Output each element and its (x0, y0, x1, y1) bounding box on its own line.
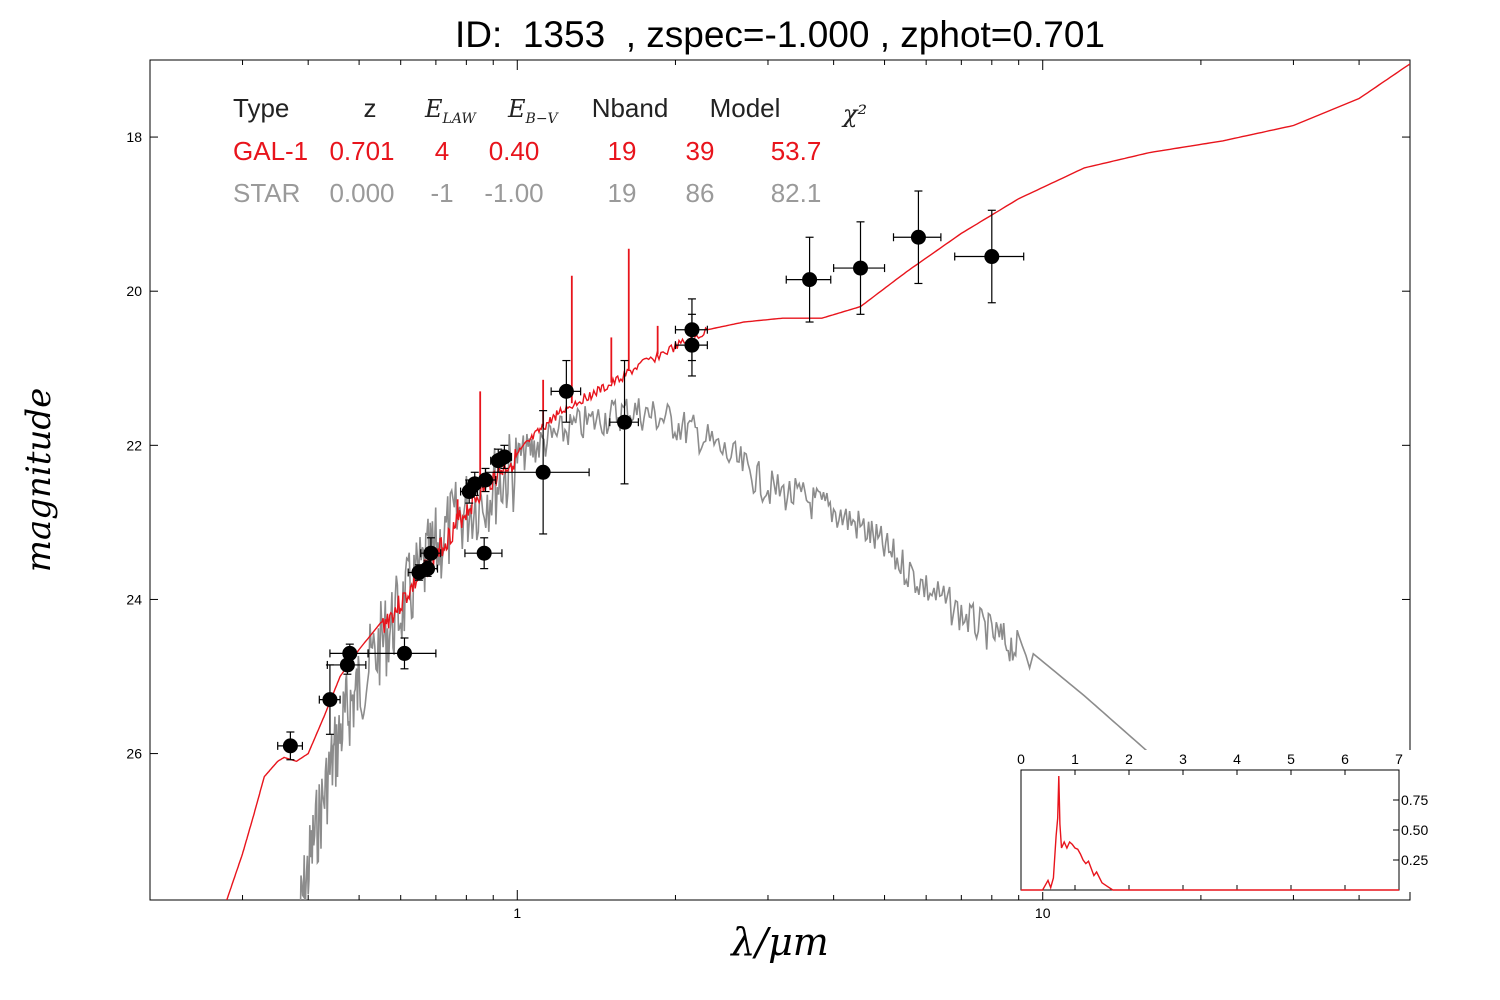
photometry-point (853, 260, 869, 276)
table-cell: 0.40 (489, 136, 540, 166)
table-header-nband: Nband (592, 93, 669, 123)
photometry-point (476, 545, 492, 561)
y-tick-label: 22 (126, 437, 142, 453)
photometry-point (396, 645, 412, 661)
galaxy-model-line (226, 63, 1410, 900)
photometry-point (910, 229, 926, 245)
plot-frame (149, 59, 1411, 901)
photometry-point (802, 272, 818, 288)
photometry-point (535, 464, 551, 480)
inset-background (1020, 750, 1418, 892)
chart-title: ID: 1353 , zspec=-1.000 , zphot=0.701 (455, 14, 1105, 55)
photometry-point (684, 337, 700, 353)
table-cell: GAL-1 (233, 136, 308, 166)
inset-pdf-line (1021, 775, 1399, 891)
table-cell: 0.701 (329, 136, 394, 166)
photometry-point (617, 414, 633, 430)
x-tick-label: 10 (1035, 905, 1051, 921)
photometry-point (477, 472, 493, 488)
x-tick-label: 1 (513, 905, 521, 921)
table-cell: -1 (430, 178, 453, 208)
table-header-elaw: ELAW (424, 95, 477, 127)
table-header-chi2: χ² (841, 100, 867, 128)
inset-x-tick-label: 4 (1233, 751, 1241, 767)
table-cell: 0.000 (329, 178, 394, 208)
inset-y-tick-label: 0.50 (1401, 822, 1428, 838)
inset-x-tick-label: 1 (1071, 751, 1079, 767)
photometry-point (984, 249, 1000, 265)
inset-y-tick-label: 0.25 (1401, 852, 1428, 868)
photometry-point (423, 545, 439, 561)
photometry-point (339, 657, 355, 673)
table-cell: 53.7 (771, 136, 822, 166)
y-tick-label: 24 (126, 591, 142, 607)
y-tick-label: 18 (126, 129, 142, 145)
y-tick-label: 20 (126, 283, 142, 299)
table-cell: 19 (608, 178, 637, 208)
y-axis-label: magnitude (19, 388, 59, 573)
photometry-point (282, 738, 298, 754)
photometry-point (496, 449, 512, 465)
table-cell: 86 (686, 178, 715, 208)
photometry-point (558, 383, 574, 399)
table-cell: STAR (233, 178, 300, 208)
fit-table: Type z ELAW EB−V Nband Model χ² GAL-1 0.701 4 0.40… (233, 93, 867, 208)
x-axis-label: λ/μm (729, 920, 829, 964)
table-header-z: z (364, 93, 377, 123)
inset-x-tick-label: 3 (1179, 751, 1187, 767)
table-header-type: Type (233, 93, 289, 123)
table-header-ebv-sub: B−V (525, 111, 560, 127)
photometry-point (342, 645, 358, 661)
table-cell: 39 (686, 136, 715, 166)
photometry-point (322, 692, 338, 708)
y-tick-label: 26 (126, 746, 142, 762)
table-cell: 82.1 (771, 178, 822, 208)
inset-x-tick-label: 5 (1287, 751, 1295, 767)
inset-x-tick-label: 7 (1395, 751, 1403, 767)
table-cell: 19 (608, 136, 637, 166)
inset-x-tick-label: 0 (1017, 751, 1025, 767)
table-cell: 4 (435, 136, 449, 166)
inset-x-tick-label: 6 (1341, 751, 1349, 767)
table-cell: -1.00 (484, 178, 543, 208)
redshift-pdf-inset: 0 1 2 3 4 5 6 7 0.25 0.50 0.75 (1017, 750, 1428, 892)
table-header-ebv: EB−V (507, 95, 560, 127)
inset-x-tick-label: 2 (1125, 751, 1133, 767)
inset-y-tick-label: 0.75 (1401, 792, 1428, 808)
table-header-elaw-sub: LAW (442, 111, 478, 127)
table-header-model: Model (710, 93, 781, 123)
